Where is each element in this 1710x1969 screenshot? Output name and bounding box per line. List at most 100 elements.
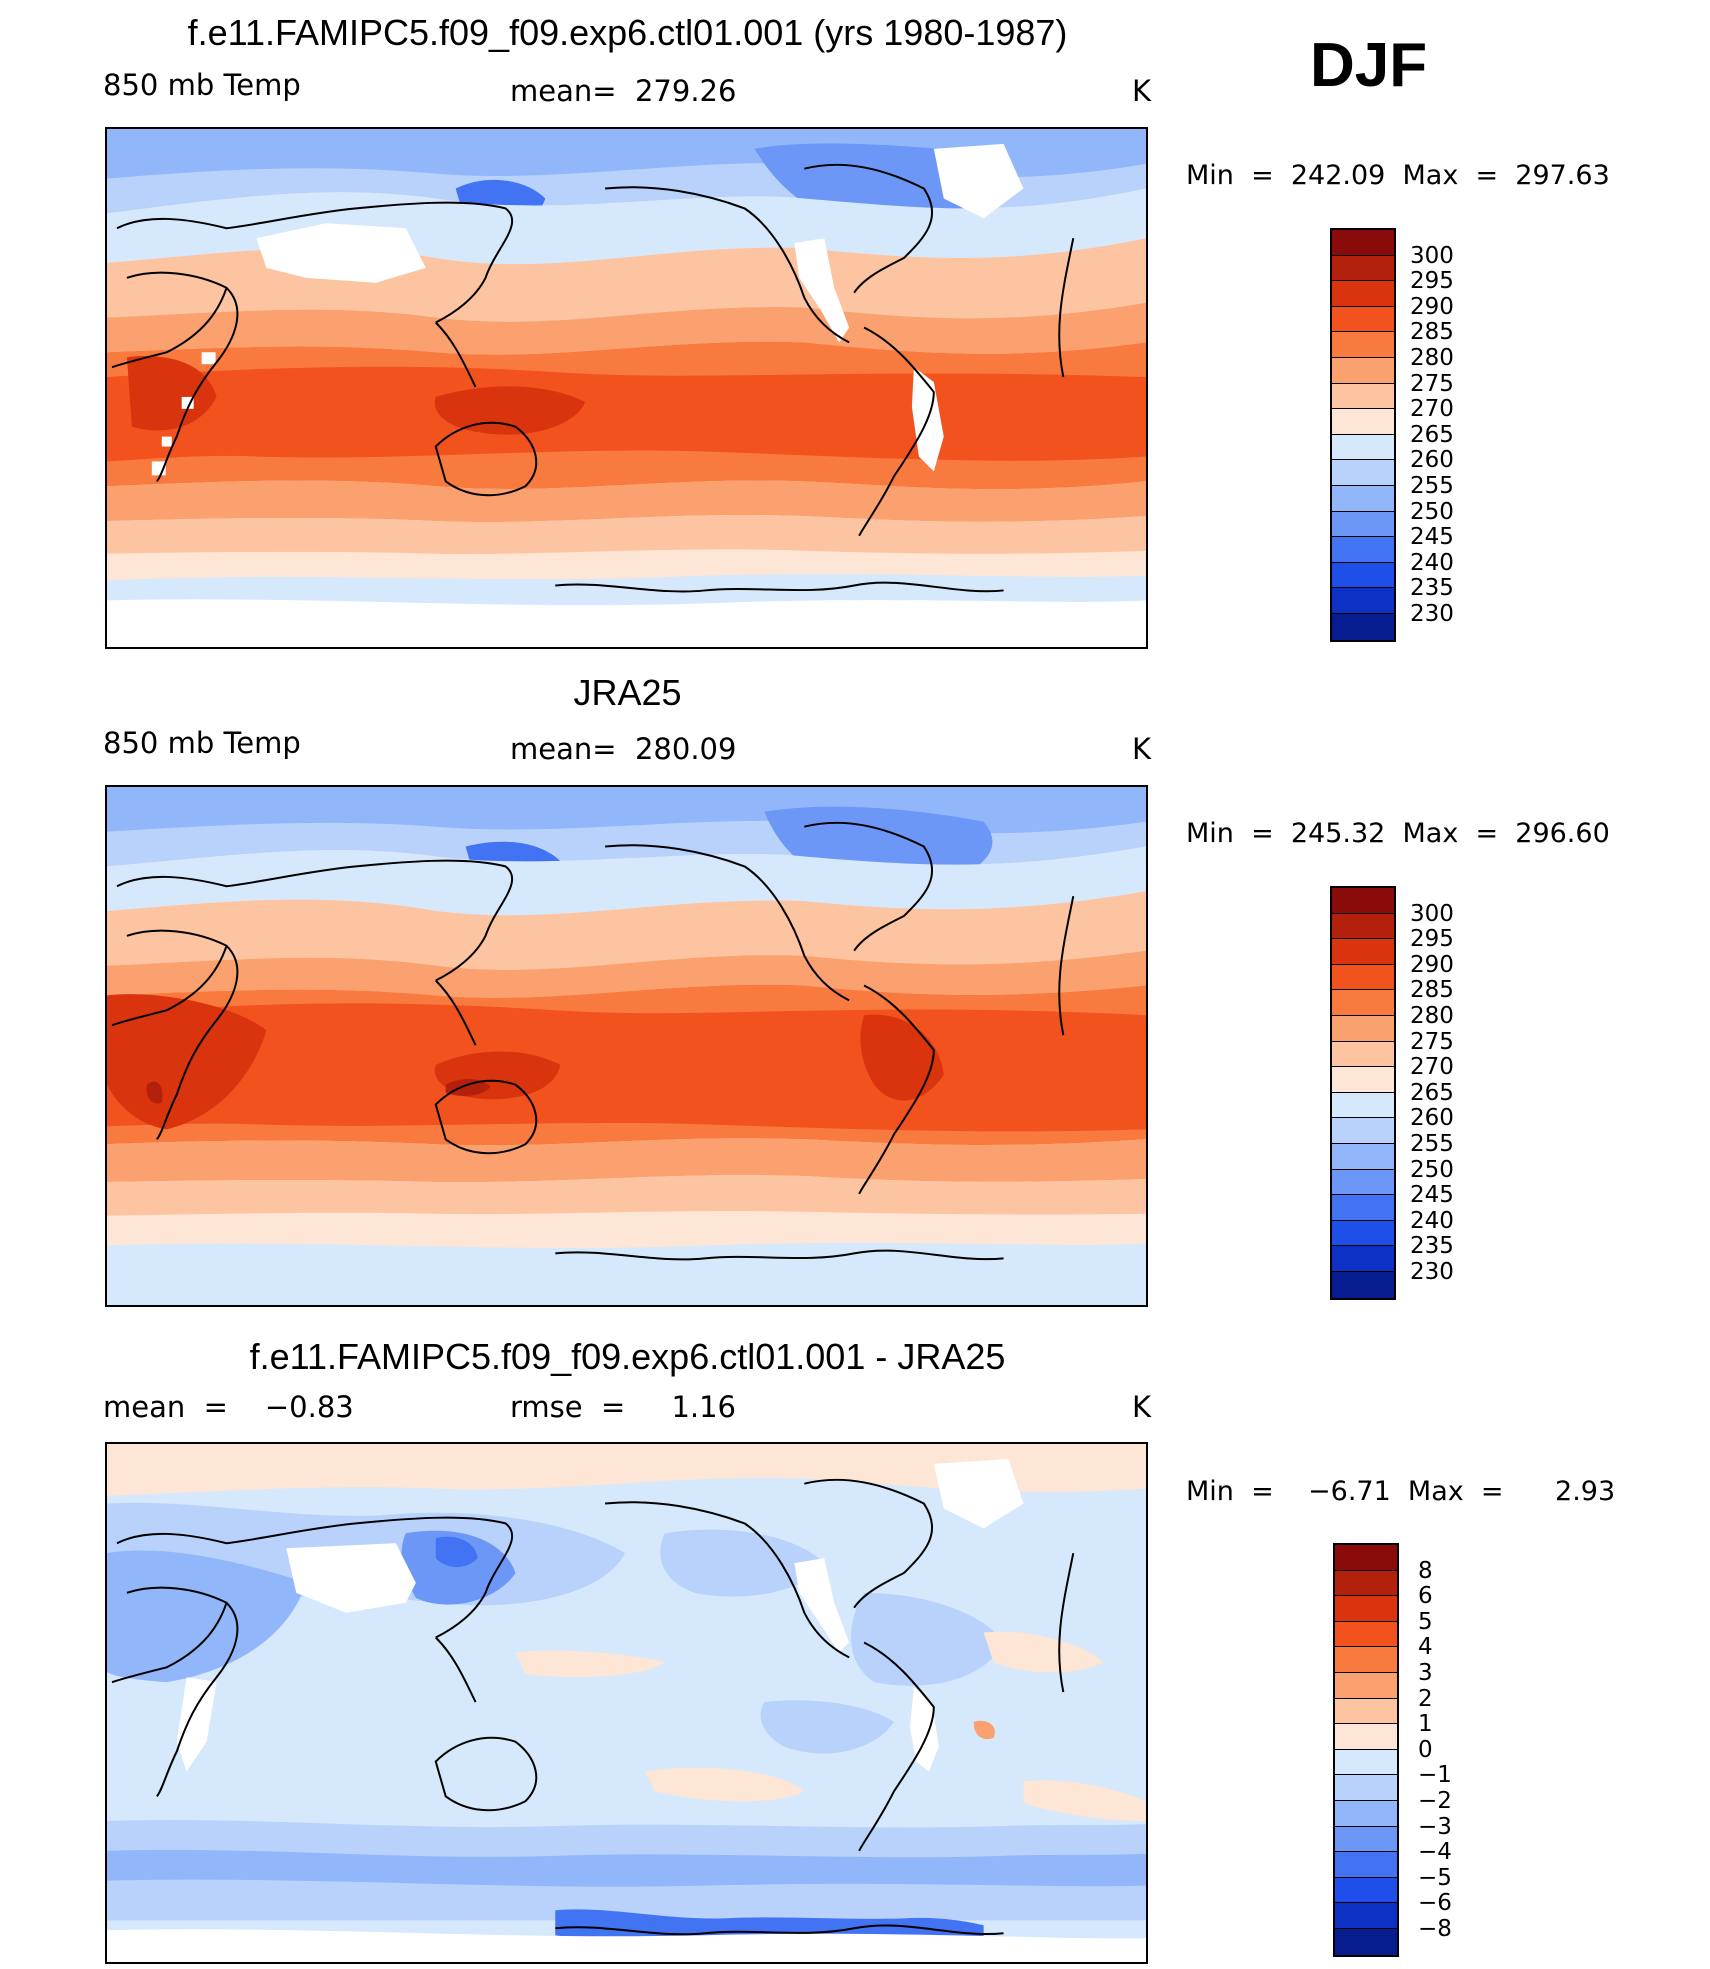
colorbar-tick-label: 300	[1410, 900, 1454, 927]
panel-1-mean-label: mean= 279.26	[510, 74, 737, 108]
abs-colorbar-segment	[1332, 306, 1394, 333]
colorbar-tick-label: 275	[1410, 370, 1454, 397]
colorbar-tick-label: −1	[1418, 1762, 1452, 1789]
colorbar-tick-label: 290	[1410, 951, 1454, 978]
colorbar-tick-label: 295	[1410, 926, 1454, 953]
colorbar-tick-label: 230	[1410, 1259, 1454, 1285]
abs-colorbar-segment	[1332, 1143, 1394, 1170]
colorbar-tick-label: 4	[1418, 1634, 1433, 1661]
colorbar-tick-label: 235	[1410, 575, 1454, 602]
abs-colorbar-segment	[1332, 990, 1394, 1016]
diff-colorbar-segment	[1335, 1826, 1397, 1853]
panel-3-title: f.e11.FAMIPC5.f09_f09.exp6.ctl01.001 - J…	[249, 1336, 1006, 1377]
colorbar-tick-label: 265	[1410, 421, 1454, 448]
abs-colorbar-segment	[1332, 913, 1394, 940]
colorbar-tick-label: 240	[1410, 549, 1454, 576]
colorbar-tick-label: 275	[1410, 1028, 1454, 1055]
colorbar-tick-label: 255	[1410, 1131, 1454, 1157]
panel-1-variable-label: 850 mb Temp	[103, 68, 301, 102]
diff-colorbar-segment	[1335, 1775, 1397, 1801]
panel-3-minmax: Min = −6.71 Max = 2.93	[1186, 1476, 1616, 1507]
colorbar-tick-label: −8	[1418, 1916, 1452, 1942]
abs-colorbar-segment	[1332, 485, 1394, 512]
abs-colorbar-segment	[1332, 1220, 1394, 1247]
panel-3-map	[105, 1442, 1148, 1964]
abs-colorbar-segment	[1332, 1092, 1394, 1119]
colorbar-tick-label: 5	[1418, 1608, 1433, 1635]
colorbar-tick-label: 2	[1418, 1685, 1433, 1712]
abs-colorbar-segment	[1332, 409, 1394, 435]
abs-colorbar-segment	[1332, 1246, 1394, 1272]
colorbar-tick-label: 295	[1410, 268, 1454, 295]
colorbar-tick-label: −4	[1418, 1839, 1452, 1866]
diff-colorbar-segment	[1335, 1749, 1397, 1776]
diff-colorbar-segment	[1335, 1545, 1397, 1571]
colorbar-tick-label: 6	[1418, 1583, 1433, 1610]
abs-colorbar-segment	[1332, 1067, 1394, 1093]
colorbar-tick-label: 270	[1410, 1054, 1454, 1081]
colorbar-tick-label: −5	[1418, 1864, 1452, 1891]
panel-3-units: K	[1132, 1390, 1152, 1424]
diff-colorbar-segment	[1335, 1724, 1397, 1750]
colorbar-tick-label: 240	[1410, 1207, 1454, 1234]
colorbar-tick-label: 250	[1410, 498, 1454, 525]
colorbar-tick-label: 280	[1410, 1003, 1454, 1029]
panel-1-map	[105, 127, 1148, 649]
abs-colorbar-segment	[1332, 511, 1394, 538]
panel-2-colorbar	[1330, 886, 1396, 1300]
colorbar-tick-label: 270	[1410, 396, 1454, 423]
diff-colorbar-segment	[1335, 1800, 1397, 1827]
abs-colorbar-segment	[1332, 1195, 1394, 1221]
abs-colorbar-segment	[1332, 888, 1394, 914]
abs-colorbar-segment	[1332, 1041, 1394, 1068]
colorbar-tick-label: 265	[1410, 1079, 1454, 1106]
colorbar-tick-label: 1	[1418, 1711, 1433, 1738]
abs-colorbar-segment	[1332, 537, 1394, 563]
abs-colorbar-segment	[1332, 1118, 1394, 1144]
diff-colorbar-segment	[1335, 1570, 1397, 1597]
colorbar-tick-label: 285	[1410, 977, 1454, 1004]
panel-3-colorbar	[1333, 1543, 1399, 1957]
abs-colorbar-segment	[1332, 460, 1394, 486]
colorbar-tick-label: −6	[1418, 1890, 1452, 1917]
colorbar-tick-label: 260	[1410, 1105, 1454, 1132]
colorbar-tick-label: 260	[1410, 447, 1454, 474]
abs-colorbar-segment	[1332, 332, 1394, 358]
abs-colorbar-segment	[1332, 357, 1394, 384]
panel-2-mean-label: mean= 280.09	[510, 732, 737, 766]
abs-colorbar-segment	[1332, 255, 1394, 282]
panel-1-minmax: Min = 242.09 Max = 297.63	[1186, 160, 1610, 191]
diff-colorbar-segment	[1335, 1647, 1397, 1673]
colorbar-tick-label: 8	[1418, 1557, 1433, 1584]
abs-colorbar-segment	[1332, 1015, 1394, 1042]
panel-2-units: K	[1132, 732, 1152, 766]
colorbar-tick-label: 245	[1410, 524, 1454, 551]
abs-colorbar-segment	[1332, 562, 1394, 589]
diff-colorbar-segment	[1335, 1672, 1397, 1699]
abs-colorbar-segment	[1332, 588, 1394, 614]
panel-2-contour-field	[107, 787, 1146, 1305]
colorbar-tick-label: 280	[1410, 345, 1454, 371]
abs-colorbar-segment	[1332, 1169, 1394, 1196]
diff-colorbar-segment	[1335, 1621, 1397, 1648]
diff-colorbar-segment	[1335, 1596, 1397, 1622]
colorbar-tick-label: 300	[1410, 242, 1454, 269]
colorbar-tick-label: 230	[1410, 601, 1454, 627]
diff-colorbar-segment	[1335, 1928, 1397, 1955]
colorbar-tick-label: 290	[1410, 293, 1454, 320]
colorbar-tick-label: −3	[1418, 1813, 1452, 1840]
panel-2-variable-label: 850 mb Temp	[103, 726, 301, 760]
abs-colorbar-segment	[1332, 939, 1394, 965]
panel-1-colorbar	[1330, 228, 1396, 642]
abs-colorbar-segment	[1332, 383, 1394, 410]
panel-1-units: K	[1132, 74, 1152, 108]
panel-2-title: JRA25	[573, 672, 682, 713]
panel-2-map	[105, 785, 1148, 1307]
panel-1-title: f.e11.FAMIPC5.f09_f09.exp6.ctl01.001 (yr…	[187, 12, 1068, 53]
diff-colorbar-segment	[1335, 1877, 1397, 1904]
colorbar-tick-label: 255	[1410, 473, 1454, 499]
panel-2-minmax: Min = 245.32 Max = 296.60	[1186, 818, 1610, 849]
panel-3-contour-field	[107, 1444, 1146, 1962]
colorbar-tick-label: 285	[1410, 319, 1454, 346]
diff-colorbar-segment	[1335, 1698, 1397, 1725]
